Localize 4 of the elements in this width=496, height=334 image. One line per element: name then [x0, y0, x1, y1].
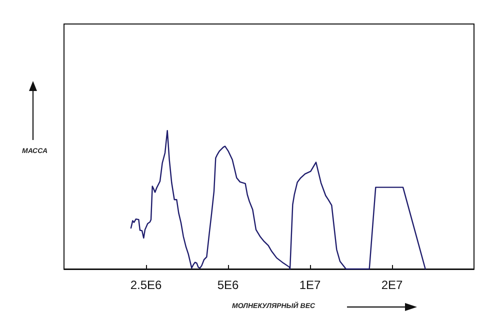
x-tick-label: 5E6 [217, 278, 239, 292]
x-tick-label: 1E7 [299, 278, 321, 292]
x-tick-label: 2.5E6 [130, 278, 162, 292]
x-tick-label: 2E7 [381, 278, 403, 292]
